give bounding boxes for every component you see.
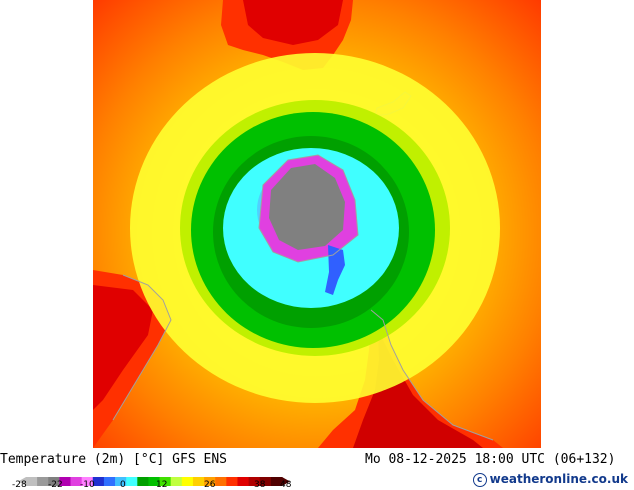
- legend-swatch: [81, 477, 94, 486]
- map-svg: [93, 0, 541, 448]
- legend-swatch: [37, 477, 49, 486]
- legend-swatch: [70, 477, 83, 486]
- legend-swatch: [148, 477, 161, 486]
- legend-colorbar: [18, 477, 290, 486]
- legend-tick: 26: [204, 480, 216, 490]
- legend-swatch: [26, 477, 38, 486]
- legend-swatch: [137, 477, 149, 486]
- legend-tick: -10: [80, 480, 95, 490]
- legend-swatch: [103, 477, 116, 486]
- legend-swatch: [92, 477, 105, 486]
- legend-tick: 48: [280, 480, 292, 490]
- legend-swatch: [126, 477, 138, 486]
- africa-coast: [112, 274, 172, 421]
- credit-text: weatheronline.co.uk: [489, 472, 628, 486]
- temperature-map: [93, 0, 541, 448]
- legend-swatch: [215, 477, 227, 486]
- legend-tick: -28: [12, 480, 27, 490]
- australia-hot-core: [243, 0, 343, 45]
- legend-swatch: [270, 477, 283, 486]
- legend-swatch: [48, 477, 60, 486]
- legend-swatch: [115, 477, 127, 486]
- map-title: Temperature (2m) [°C] GFS ENS: [0, 452, 227, 467]
- south-america-landmass: [318, 310, 503, 448]
- legend-tick: 12: [156, 480, 168, 490]
- antarctica-interior: [269, 164, 345, 250]
- legend-swatch: [259, 477, 272, 486]
- temperature-legend: -28 -22 -10 0 12 26 38 48: [12, 471, 292, 490]
- legend-swatch: [226, 477, 238, 486]
- legend-swatch: [170, 477, 183, 486]
- copyright-icon: c: [472, 472, 487, 487]
- south-america-coast: [370, 309, 494, 441]
- africa-hot-core: [93, 285, 153, 410]
- forecast-datetime: Mo 08-12-2025 18:00 UTC (06+132): [365, 452, 616, 467]
- legend-tick: -22: [48, 480, 63, 490]
- antarctica-coast: [258, 154, 359, 263]
- legend-tick: 0: [120, 480, 126, 490]
- legend-swatch: [204, 477, 216, 486]
- legend-swatch: [59, 477, 72, 486]
- legend-swatch: [159, 477, 172, 486]
- legend-swatch: [181, 477, 194, 486]
- legend-swatch: [248, 477, 261, 486]
- weatheronline-credit[interactable]: c weatheronline.co.uk: [472, 472, 628, 487]
- antarctic-peninsula: [325, 245, 345, 295]
- legend-arrow-left: [18, 477, 26, 486]
- legend-swatch: [192, 477, 205, 486]
- legend-tick: 38: [254, 480, 266, 490]
- legend-arrow-right: [282, 477, 290, 486]
- legend-swatch: [237, 477, 250, 486]
